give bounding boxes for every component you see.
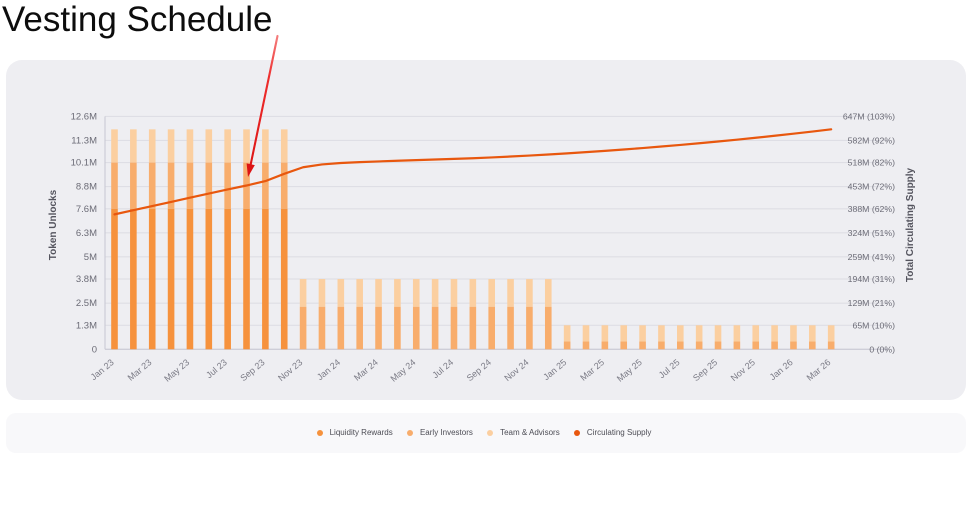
svg-text:Mar 23: Mar 23 bbox=[126, 357, 154, 383]
svg-text:10.1M: 10.1M bbox=[71, 158, 97, 169]
svg-text:194M (31%): 194M (31%) bbox=[848, 274, 895, 284]
svg-text:May 23: May 23 bbox=[162, 357, 191, 384]
svg-text:Jan 25: Jan 25 bbox=[541, 357, 568, 382]
svg-text:Jul 24: Jul 24 bbox=[430, 357, 455, 380]
svg-text:647M (103%): 647M (103%) bbox=[843, 111, 895, 121]
svg-text:Mar 26: Mar 26 bbox=[805, 357, 833, 383]
svg-text:453M (72%): 453M (72%) bbox=[848, 182, 895, 192]
svg-text:7.6M: 7.6M bbox=[76, 204, 97, 215]
svg-text:12.6M: 12.6M bbox=[71, 111, 97, 122]
svg-text:11.3M: 11.3M bbox=[71, 135, 97, 146]
svg-text:2.5M: 2.5M bbox=[76, 298, 97, 309]
svg-text:Total Circulating Supply: Total Circulating Supply bbox=[905, 167, 916, 282]
svg-text:Sep 25: Sep 25 bbox=[691, 357, 719, 383]
svg-text:Jul 23: Jul 23 bbox=[204, 357, 229, 380]
svg-text:Sep 24: Sep 24 bbox=[465, 357, 493, 383]
svg-text:Mar 24: Mar 24 bbox=[352, 357, 380, 383]
svg-text:Jan 23: Jan 23 bbox=[89, 357, 116, 382]
svg-text:388M (62%): 388M (62%) bbox=[848, 204, 895, 214]
svg-text:259M (41%): 259M (41%) bbox=[848, 252, 895, 262]
svg-text:8.8M: 8.8M bbox=[76, 182, 97, 193]
svg-text:0 (0%): 0 (0%) bbox=[869, 344, 895, 354]
svg-text:Jul 25: Jul 25 bbox=[657, 357, 682, 380]
svg-text:324M (51%): 324M (51%) bbox=[848, 228, 895, 238]
svg-text:Mar 25: Mar 25 bbox=[578, 357, 606, 383]
svg-text:Nov 24: Nov 24 bbox=[502, 357, 530, 383]
svg-text:May 24: May 24 bbox=[389, 357, 418, 384]
svg-text:0: 0 bbox=[92, 344, 97, 355]
svg-text:Sep 23: Sep 23 bbox=[238, 357, 266, 383]
svg-text:Token Unlocks: Token Unlocks bbox=[48, 189, 59, 260]
svg-text:129M (21%): 129M (21%) bbox=[848, 298, 895, 308]
svg-text:Jan 26: Jan 26 bbox=[768, 357, 795, 382]
svg-text:65M (10%): 65M (10%) bbox=[853, 320, 896, 330]
svg-text:5M: 5M bbox=[84, 252, 97, 263]
svg-text:1.3M: 1.3M bbox=[76, 320, 97, 331]
svg-text:May 25: May 25 bbox=[615, 357, 644, 384]
svg-text:3.8M: 3.8M bbox=[76, 274, 97, 285]
svg-text:Nov 23: Nov 23 bbox=[276, 357, 304, 383]
svg-text:6.3M: 6.3M bbox=[76, 228, 97, 239]
svg-text:Nov 25: Nov 25 bbox=[729, 357, 757, 383]
svg-text:518M (82%): 518M (82%) bbox=[848, 158, 895, 168]
svg-text:Jan 24: Jan 24 bbox=[315, 357, 342, 382]
svg-text:582M (92%): 582M (92%) bbox=[848, 135, 895, 145]
